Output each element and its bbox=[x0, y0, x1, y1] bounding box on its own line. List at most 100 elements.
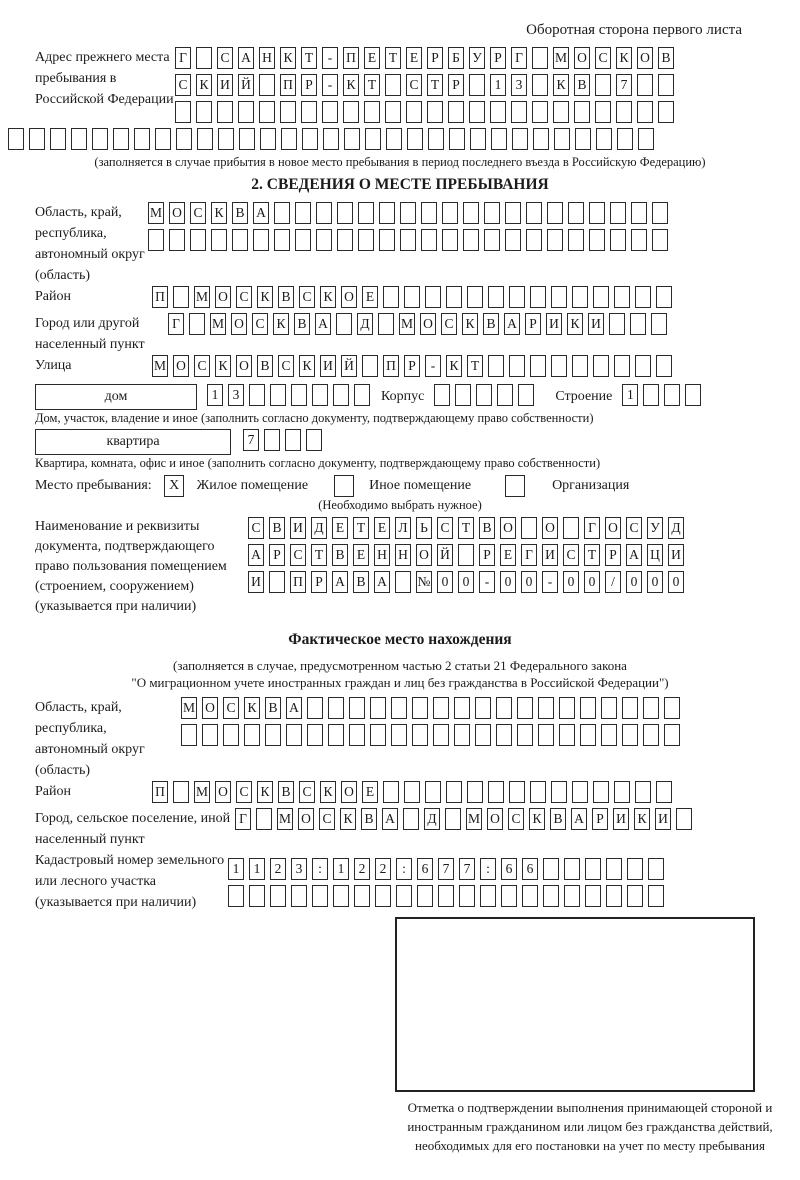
char-box[interactable]: М bbox=[553, 47, 569, 69]
char-box[interactable] bbox=[386, 128, 402, 150]
char-box[interactable]: А bbox=[504, 313, 520, 335]
char-box[interactable] bbox=[532, 74, 548, 96]
char-box[interactable]: П bbox=[383, 355, 399, 377]
char-box[interactable] bbox=[630, 313, 646, 335]
char-box[interactable]: О bbox=[487, 808, 503, 830]
char-box[interactable] bbox=[572, 781, 588, 803]
char-box[interactable] bbox=[568, 229, 584, 251]
char-box[interactable] bbox=[285, 429, 301, 451]
char-box[interactable]: М bbox=[148, 202, 164, 224]
char-box[interactable] bbox=[260, 128, 276, 150]
char-box[interactable] bbox=[148, 229, 164, 251]
char-box[interactable] bbox=[496, 697, 512, 719]
checkbox-other-premises[interactable] bbox=[333, 475, 354, 497]
char-box[interactable] bbox=[316, 229, 332, 251]
char-box[interactable] bbox=[421, 229, 437, 251]
char-box[interactable]: О bbox=[637, 47, 653, 69]
char-box[interactable]: С bbox=[278, 355, 294, 377]
char-box[interactable]: - bbox=[542, 571, 558, 593]
char-box[interactable]: Ц bbox=[647, 544, 663, 566]
char-box[interactable]: М bbox=[277, 808, 293, 830]
char-box[interactable] bbox=[354, 885, 370, 907]
char-box[interactable]: Н bbox=[374, 544, 390, 566]
char-box[interactable]: № bbox=[416, 571, 432, 593]
char-box[interactable]: К bbox=[553, 74, 569, 96]
char-box[interactable]: Р bbox=[525, 313, 541, 335]
char-box[interactable]: 1 bbox=[622, 384, 639, 406]
char-box[interactable] bbox=[530, 781, 546, 803]
char-box[interactable]: Е bbox=[406, 47, 422, 69]
char-box[interactable]: А bbox=[382, 808, 398, 830]
char-box[interactable]: Е bbox=[362, 286, 378, 308]
char-box[interactable]: У bbox=[647, 517, 663, 539]
char-box[interactable] bbox=[490, 101, 506, 123]
char-box[interactable] bbox=[433, 724, 449, 746]
char-box[interactable] bbox=[585, 885, 601, 907]
char-box[interactable] bbox=[400, 202, 416, 224]
char-box[interactable] bbox=[322, 101, 338, 123]
char-box[interactable] bbox=[463, 229, 479, 251]
char-box[interactable] bbox=[358, 202, 374, 224]
char-box[interactable] bbox=[635, 286, 651, 308]
char-box[interactable] bbox=[253, 229, 269, 251]
char-box[interactable] bbox=[196, 101, 212, 123]
char-box[interactable]: В bbox=[353, 571, 369, 593]
char-box[interactable] bbox=[656, 781, 672, 803]
char-box[interactable] bbox=[517, 724, 533, 746]
char-box[interactable] bbox=[522, 885, 538, 907]
char-box[interactable] bbox=[323, 128, 339, 150]
char-box[interactable] bbox=[593, 286, 609, 308]
char-box[interactable]: К bbox=[616, 47, 632, 69]
char-box[interactable] bbox=[658, 74, 674, 96]
char-box[interactable] bbox=[601, 697, 617, 719]
char-box[interactable] bbox=[643, 384, 660, 406]
char-box[interactable]: И bbox=[655, 808, 671, 830]
char-box[interactable] bbox=[280, 101, 296, 123]
char-box[interactable] bbox=[433, 697, 449, 719]
char-box[interactable]: О bbox=[215, 286, 231, 308]
char-box[interactable] bbox=[575, 128, 591, 150]
char-box[interactable] bbox=[244, 724, 260, 746]
char-box[interactable] bbox=[648, 858, 664, 880]
char-box[interactable]: П bbox=[280, 74, 296, 96]
char-box[interactable] bbox=[333, 384, 349, 406]
char-box[interactable] bbox=[574, 101, 590, 123]
char-box[interactable] bbox=[383, 781, 399, 803]
char-box[interactable] bbox=[417, 885, 433, 907]
char-box[interactable] bbox=[543, 885, 559, 907]
char-box[interactable] bbox=[658, 101, 674, 123]
char-box[interactable] bbox=[328, 724, 344, 746]
char-box[interactable]: - bbox=[425, 355, 441, 377]
char-box[interactable]: 6 bbox=[501, 858, 517, 880]
char-box[interactable]: С bbox=[299, 286, 315, 308]
char-box[interactable]: К bbox=[634, 808, 650, 830]
char-box[interactable] bbox=[614, 781, 630, 803]
char-box[interactable]: Р bbox=[592, 808, 608, 830]
char-box[interactable]: Р bbox=[301, 74, 317, 96]
char-box[interactable]: 0 bbox=[626, 571, 642, 593]
char-box[interactable]: С bbox=[508, 808, 524, 830]
char-box[interactable] bbox=[614, 355, 630, 377]
char-box[interactable] bbox=[428, 128, 444, 150]
char-box[interactable] bbox=[403, 808, 419, 830]
char-box[interactable]: И bbox=[290, 517, 306, 539]
char-box[interactable] bbox=[259, 74, 275, 96]
char-box[interactable] bbox=[530, 355, 546, 377]
char-box[interactable] bbox=[379, 229, 395, 251]
char-box[interactable]: Е bbox=[353, 544, 369, 566]
char-box[interactable] bbox=[349, 697, 365, 719]
char-box[interactable]: Й bbox=[238, 74, 254, 96]
char-box[interactable] bbox=[533, 128, 549, 150]
char-box[interactable] bbox=[551, 286, 567, 308]
char-box[interactable]: В bbox=[361, 808, 377, 830]
char-box[interactable]: 0 bbox=[437, 571, 453, 593]
char-box[interactable]: С bbox=[248, 517, 264, 539]
char-box[interactable] bbox=[425, 286, 441, 308]
char-box[interactable]: И bbox=[546, 313, 562, 335]
char-box[interactable]: Б bbox=[448, 47, 464, 69]
char-box[interactable]: Г bbox=[584, 517, 600, 539]
char-box[interactable] bbox=[610, 229, 626, 251]
char-box[interactable] bbox=[617, 128, 633, 150]
char-box[interactable] bbox=[637, 74, 653, 96]
char-box[interactable]: : bbox=[396, 858, 412, 880]
